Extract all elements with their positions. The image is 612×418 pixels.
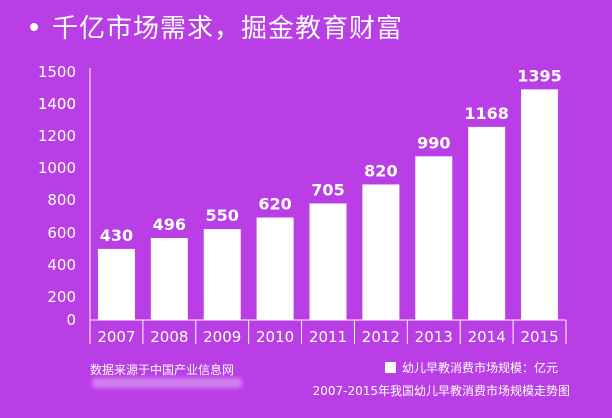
y-tick-label: 1400 xyxy=(38,95,76,113)
bar xyxy=(203,229,241,320)
bar xyxy=(150,237,188,320)
legend-swatch xyxy=(385,362,396,373)
blurred-url xyxy=(92,378,242,388)
x-tick-label: 2009 xyxy=(203,328,241,346)
y-tick-label: 1500 xyxy=(38,63,76,81)
data-label: 550 xyxy=(206,206,239,225)
legend-label: 幼儿早教消费市场规模：亿元 xyxy=(402,361,559,375)
y-tick-label: 1000 xyxy=(38,159,76,177)
x-tick-label: 2010 xyxy=(256,328,294,346)
y-tick-label: 1200 xyxy=(38,127,76,145)
data-label: 820 xyxy=(364,161,397,180)
data-label: 1395 xyxy=(517,66,562,85)
data-label: 990 xyxy=(417,133,450,152)
bullet-icon xyxy=(30,22,38,31)
x-tick-label: 2007 xyxy=(97,328,135,346)
data-label: 1168 xyxy=(464,104,509,123)
x-tick-label: 2011 xyxy=(309,328,347,346)
data-label: 430 xyxy=(100,226,133,245)
y-tick-label: 200 xyxy=(47,288,76,306)
data-source-note: 数据来源于中国产业信息网 xyxy=(90,363,235,377)
bar xyxy=(362,184,400,320)
bar xyxy=(309,203,347,320)
bar xyxy=(97,248,135,320)
chart-legend: 幼儿早教消费市场规模：亿元 xyxy=(385,359,558,376)
data-label: 496 xyxy=(153,215,186,234)
chart-subtitle: 2007-2015年我国幼儿早教消费市场规模走势图 xyxy=(312,384,570,398)
title-row: 千亿市场需求，掘金教育财富 xyxy=(30,8,403,45)
x-tick-label: 2008 xyxy=(150,328,188,346)
y-tick-label: 1400 xyxy=(38,95,76,113)
x-tick-label: 2013 xyxy=(415,328,453,346)
bar xyxy=(415,156,453,320)
y-tick-label: 800 xyxy=(47,191,76,209)
x-tick-label: 2014 xyxy=(468,328,506,346)
y-tick-label: 600 xyxy=(47,224,76,242)
page-title: 千亿市场需求，掘金教育财富 xyxy=(52,14,404,44)
data-label: 705 xyxy=(311,180,344,199)
x-tick-label: 2015 xyxy=(520,328,558,346)
bar xyxy=(521,89,559,320)
data-label: 620 xyxy=(258,194,291,213)
x-tick-label: 2012 xyxy=(362,328,400,346)
bar xyxy=(256,217,294,320)
y-tick-label: 0 xyxy=(66,311,76,329)
y-tick-label: 400 xyxy=(47,256,76,274)
bar xyxy=(468,126,506,321)
